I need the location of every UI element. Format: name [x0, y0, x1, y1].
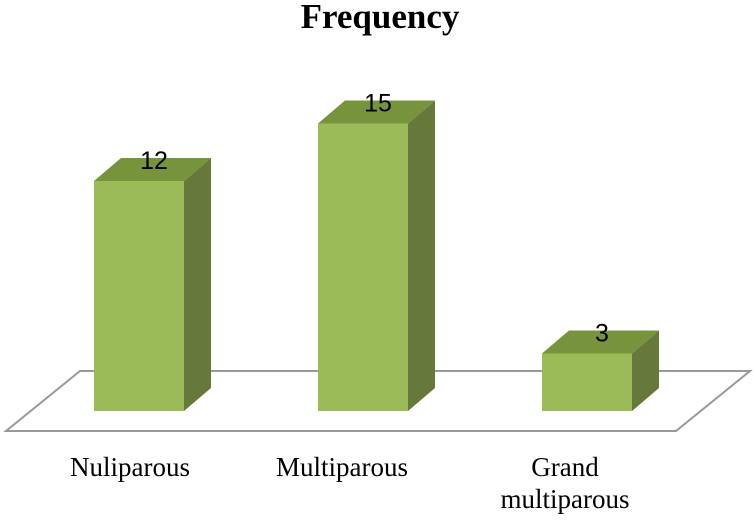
bar-top-face	[318, 100, 435, 124]
bar-3	[542, 330, 659, 411]
bar-side-face	[184, 157, 211, 411]
bar-top-face	[94, 157, 211, 181]
bar-side-face	[632, 330, 659, 411]
bar-top-face	[542, 330, 659, 354]
category-label: Grand multiparous	[501, 452, 630, 514]
data-label: 3	[595, 319, 609, 347]
bar-side-face	[408, 100, 435, 411]
chart-floor	[3, 370, 753, 432]
bar-2	[318, 100, 435, 411]
bar-front-face	[318, 123, 408, 411]
bar-front-face	[542, 353, 632, 411]
data-label: 15	[364, 89, 392, 117]
chart-title: Frequency	[301, 0, 460, 36]
bar-1	[94, 157, 211, 411]
category-label: Nuliparous	[70, 452, 190, 482]
bar-front-face	[94, 180, 184, 411]
data-label: 12	[140, 147, 168, 175]
category-label: Multiparous	[276, 452, 408, 482]
